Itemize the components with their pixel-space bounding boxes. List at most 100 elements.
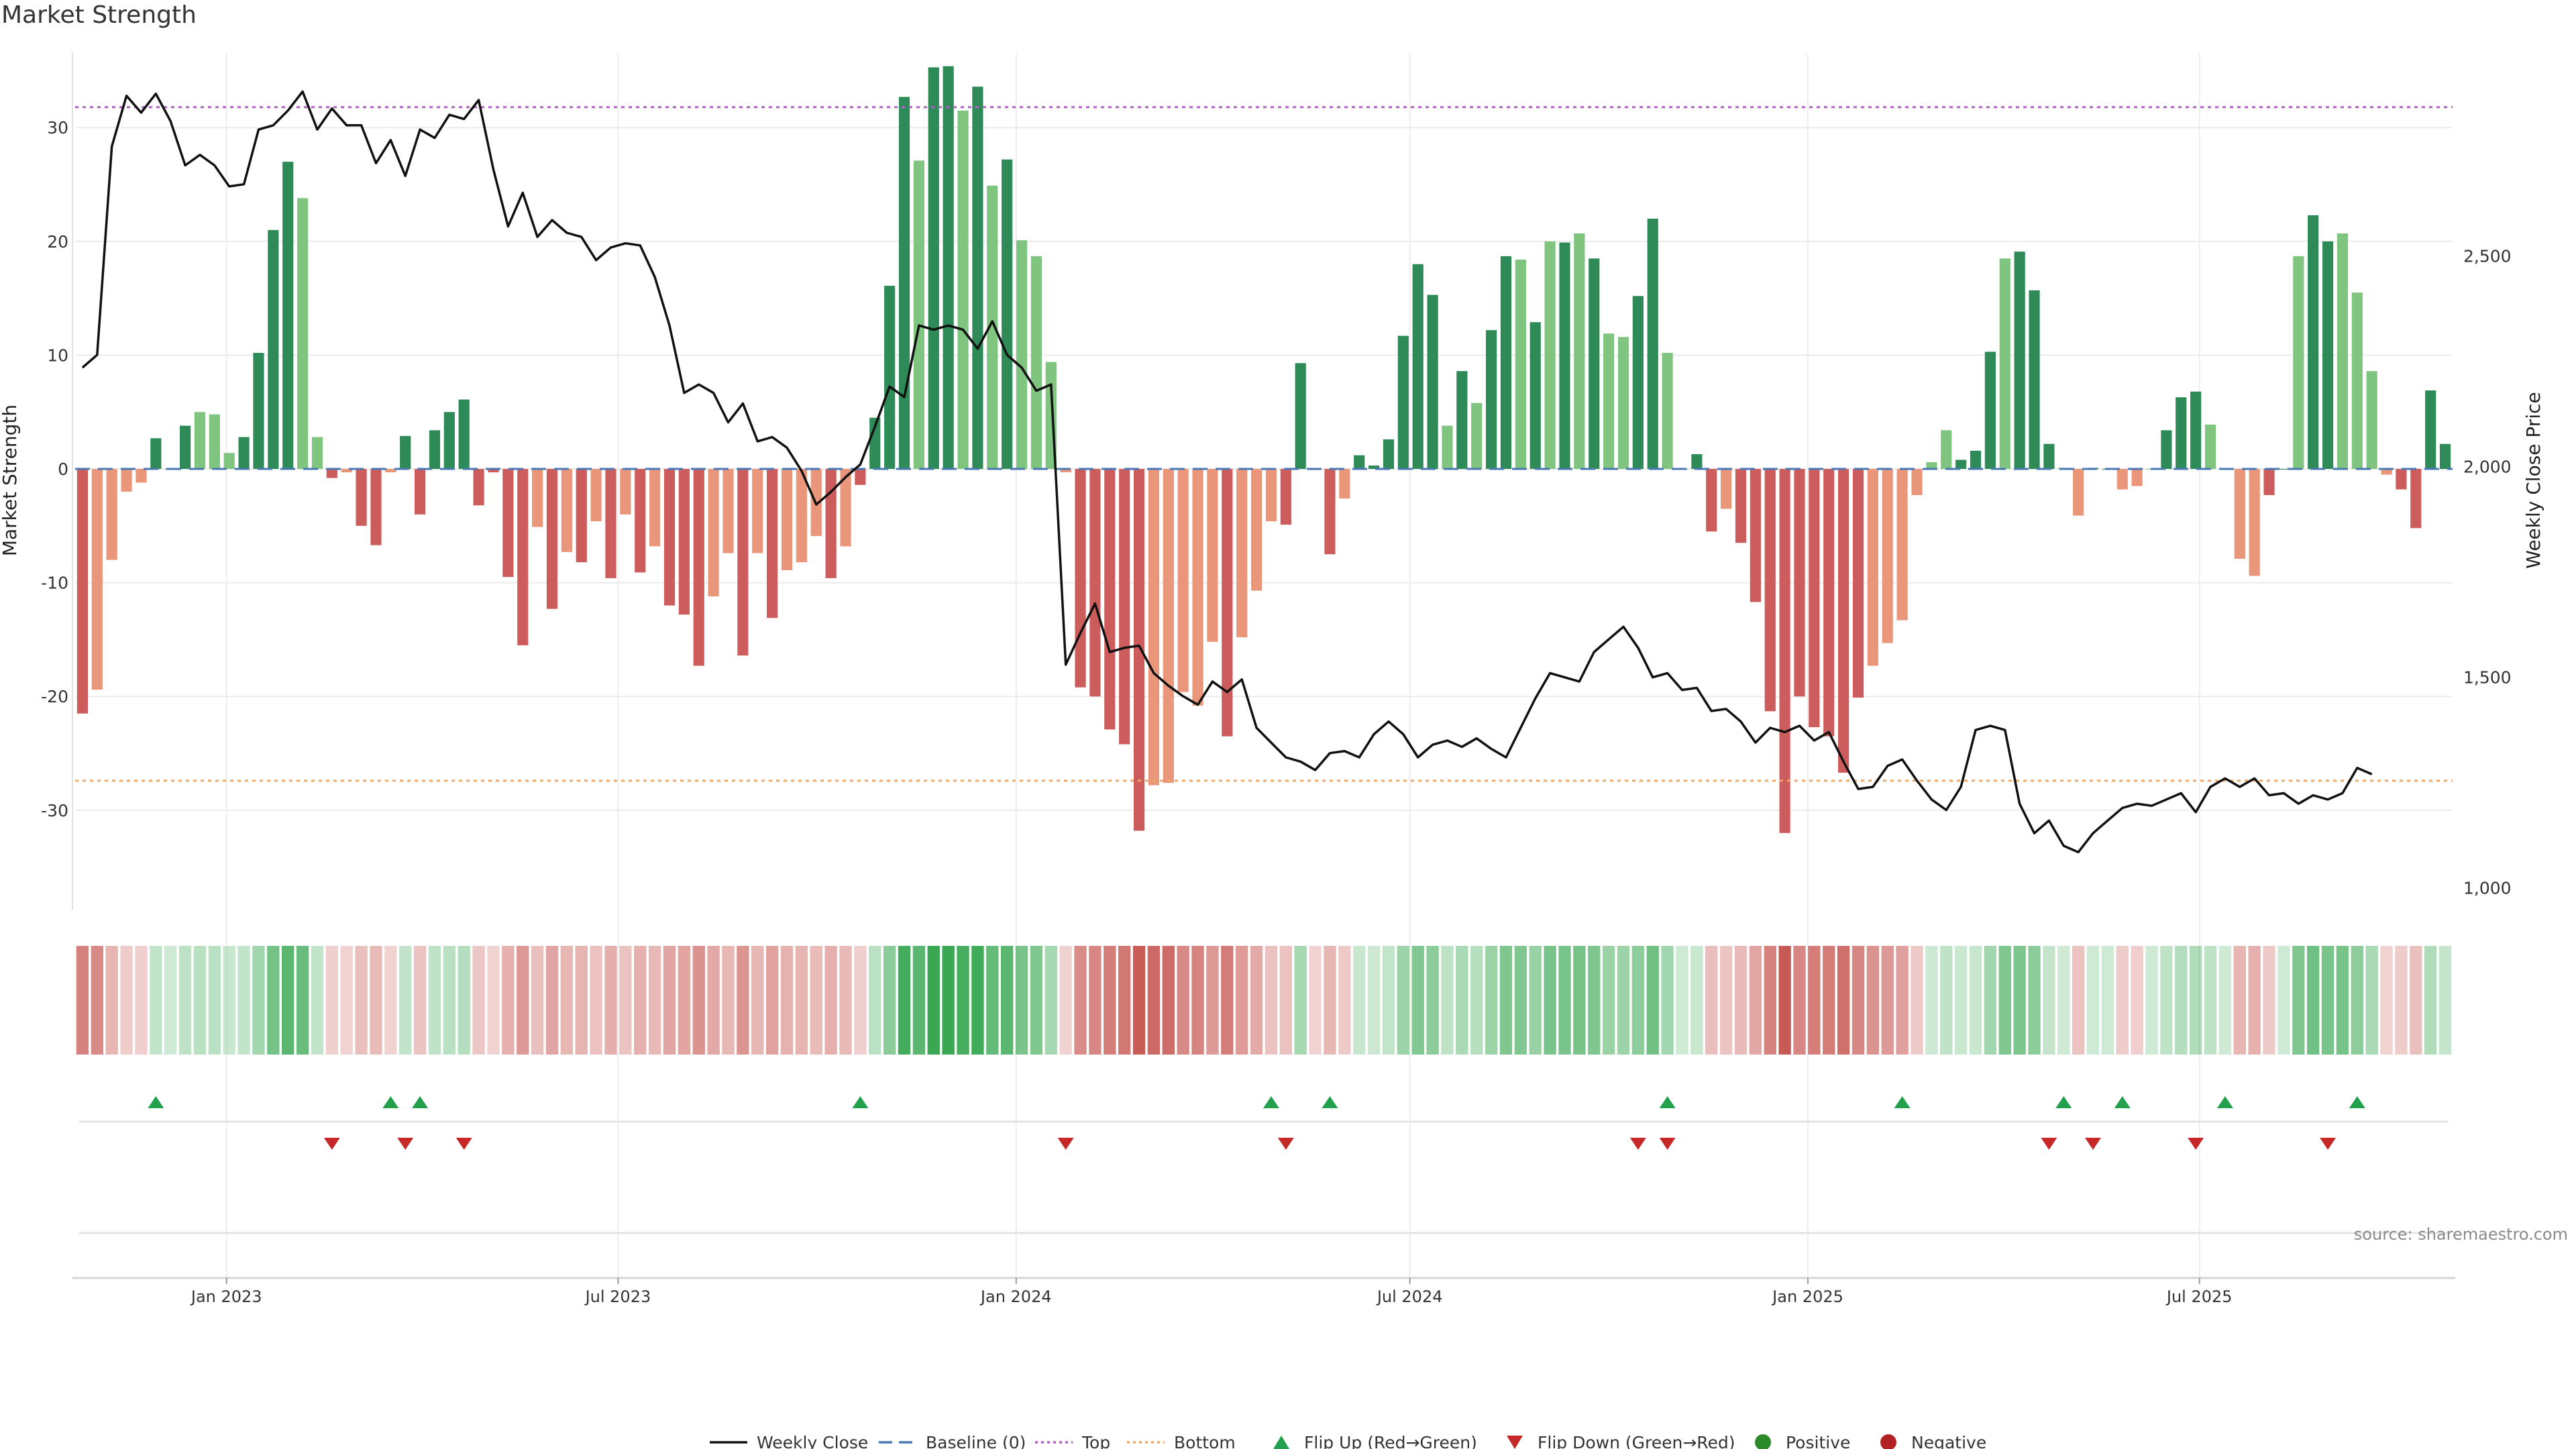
y2-axis-title: Weekly Close Price (2522, 392, 2544, 568)
heatmap-cell (472, 946, 485, 1055)
strength-bar (2161, 430, 2172, 470)
strength-bar (502, 469, 514, 578)
strength-bar (2263, 469, 2275, 496)
heatmap-cell (1896, 946, 1909, 1055)
heatmap-cell (2116, 946, 2129, 1055)
heatmap-cell (1235, 946, 1248, 1055)
flip-up-marker (1894, 1096, 1911, 1108)
heatmap-cell (795, 946, 808, 1055)
legend-item: Negative (1880, 1433, 1986, 1449)
heatmap-cell (971, 946, 984, 1055)
heatmap-cell (1338, 946, 1351, 1055)
strength-bar (1647, 218, 1658, 470)
strength-bar (1177, 469, 1189, 692)
strength-bar (1896, 469, 1908, 621)
legend-item: Top (1035, 1433, 1110, 1449)
strength-bar (532, 469, 543, 527)
strength-bar (1397, 335, 1409, 470)
strength-bar (1002, 159, 1013, 470)
flip-down-marker (2085, 1138, 2102, 1150)
legend-label: Bottom (1174, 1433, 1236, 1449)
strength-bar (1794, 469, 1805, 697)
strength-bar (1867, 469, 1878, 666)
heatmap-cell (707, 946, 720, 1055)
heatmap-cell (1118, 946, 1131, 1055)
y-tick-label: 30 (47, 118, 68, 138)
heatmap-cell (1514, 946, 1527, 1055)
strength-bar (2439, 443, 2451, 470)
heatmap-cell (1162, 946, 1175, 1055)
heatmap-cell (1954, 946, 1968, 1055)
strength-bar (268, 229, 279, 470)
heatmap-cell (1719, 946, 1733, 1055)
heatmap-cell (1279, 946, 1293, 1055)
heatmap-cell (2365, 946, 2378, 1055)
strength-bar (1852, 469, 1864, 698)
strength-bar (767, 469, 778, 619)
heatmap-cell (619, 946, 632, 1055)
strength-bar (209, 414, 220, 470)
strength-bar (663, 469, 676, 606)
strength-bar (561, 469, 572, 552)
heatmap-cell (1573, 946, 1586, 1055)
flip-down-marker (2041, 1138, 2057, 1150)
heatmap-cell (1911, 946, 1923, 1055)
heatmap-cell (282, 946, 294, 1055)
flip-down-marker (1057, 1138, 1074, 1150)
heatmap-cell (2438, 946, 2452, 1055)
strength-bar (1163, 469, 1174, 784)
strength-bar (1383, 439, 1395, 470)
strength-bar (840, 469, 851, 547)
strength-bar (1442, 425, 1453, 470)
legend: Weekly Close Baseline (0) Top Bottom Flip Up… (710, 1433, 1986, 1449)
strength-bar (752, 469, 763, 553)
strength-bar (1764, 469, 1776, 712)
strength-bar (488, 469, 499, 473)
heatmap-cell (883, 946, 896, 1055)
heatmap-cell (1367, 946, 1381, 1055)
heatmap-cell (1132, 946, 1146, 1055)
strength-bar (2381, 469, 2392, 475)
heatmap-cell (1074, 946, 1087, 1055)
heatmap-cell (1749, 946, 1762, 1055)
strength-bar (1500, 256, 1512, 470)
heatmap-cell (869, 946, 881, 1055)
strength-bar (1632, 296, 1644, 470)
strength-bar (415, 469, 426, 515)
heatmap-cell (2218, 946, 2232, 1055)
strength-bar (2116, 469, 2128, 490)
strength-bar (781, 469, 793, 570)
heatmap-cell (91, 946, 104, 1055)
legend-label: Top (1081, 1433, 1110, 1449)
strength-bar (121, 469, 132, 492)
strength-bar (194, 412, 206, 470)
strength-bar (429, 430, 441, 470)
strength-bar (928, 67, 939, 470)
strength-bar (693, 469, 704, 666)
x-tick-label: Jul 2025 (2165, 1287, 2233, 1306)
strength-bar (635, 469, 646, 573)
strength-bar (987, 185, 998, 470)
heatmap-cell (2086, 946, 2100, 1055)
strength-bar (649, 469, 661, 547)
strength-bar (1515, 259, 1526, 470)
heatmap-cell (2263, 946, 2275, 1055)
heatmap-cell (223, 946, 235, 1055)
strength-bar (1779, 469, 1790, 833)
heatmap-cell (1499, 946, 1513, 1055)
heatmap-cell (1485, 946, 1498, 1055)
heatmap-cell (1104, 946, 1116, 1055)
strength-bar (311, 437, 323, 470)
heatmap-cell (604, 946, 617, 1055)
strength-bar (326, 469, 337, 478)
strength-bars (76, 66, 2451, 833)
heatmap-cell (1881, 946, 1894, 1055)
heatmap-cell (2410, 946, 2422, 1055)
strength-bar (150, 438, 162, 470)
flip-up-marker (2114, 1096, 2131, 1108)
strength-bar (2131, 469, 2143, 486)
heatmap-cell (1177, 946, 1189, 1055)
heatmap-cell (2043, 946, 2055, 1055)
heatmap-cell (237, 946, 250, 1055)
